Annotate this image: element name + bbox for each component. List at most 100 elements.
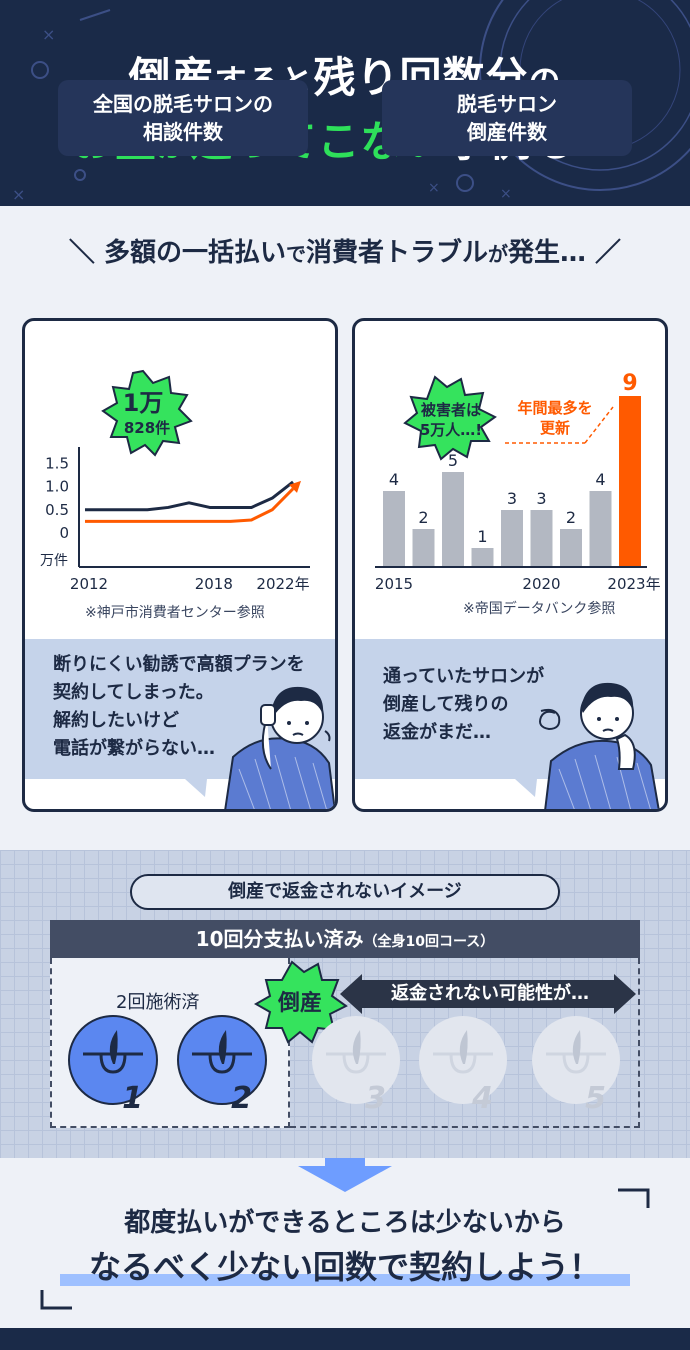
svg-text:×: × — [428, 180, 440, 196]
advice-highlight — [60, 1274, 630, 1286]
series-line-2 — [85, 487, 295, 523]
bar-2015 — [383, 491, 405, 567]
record-line1: 年間最多を — [517, 399, 592, 417]
session-number-2: 2 — [231, 1081, 252, 1116]
session-number-4: 4 — [471, 1081, 493, 1116]
bar-2023年 — [619, 396, 641, 567]
bar-value-label: 2 — [566, 508, 576, 527]
consultations-card-title: 全国の脱毛サロンの 相談件数 — [58, 80, 308, 156]
heading-b: で — [285, 242, 306, 266]
heading-c: 消費者トラブル — [305, 238, 488, 268]
no-refund-label: 返金されない可能性が… — [391, 983, 589, 1004]
y-tick-label: 0.5 — [45, 501, 69, 519]
hair-follicle-icon — [99, 1053, 127, 1074]
bar-2022 — [589, 491, 612, 567]
bar-value-label: 4 — [595, 470, 605, 489]
bar-value-label: 4 — [389, 470, 399, 489]
paid-sessions-bar: 10回分支払い済み（全身10回コース） — [50, 920, 640, 958]
victims-line2: 5万人…! — [420, 421, 482, 439]
consultations-card: 1万 828件 1.5 1.0 0.5 0 2012 2018 2022年 万件 ※神戸市… — [22, 318, 338, 812]
session-1: 1 — [68, 1015, 158, 1116]
hair-follicle-icon — [449, 1053, 477, 1074]
x-tick-label: 2012 — [70, 575, 108, 593]
bar-value-label: 3 — [536, 489, 546, 508]
bar-value-label: 9 — [622, 371, 637, 396]
svg-text:×: × — [500, 186, 512, 202]
confused-person-illustration — [355, 639, 665, 809]
arrowhead-icon — [289, 480, 301, 493]
bar-value-label: 2 — [418, 508, 428, 527]
x-tick-label: 2015 — [375, 575, 413, 593]
complaint-text: 断りにくい勧誘で高額プランを 契約してしまった。 解約したいけど 電話が繋がらな… — [53, 654, 305, 759]
refund-image-section: 倒産で返金されないイメージ 10回分支払い済み（全身10回コース） 2回施術済 … — [0, 850, 690, 1158]
session-3: 3 — [312, 1016, 400, 1116]
y-tick-label: 1.0 — [45, 478, 69, 496]
session-number-5: 5 — [585, 1081, 606, 1116]
bankrupt-burst-badge — [253, 960, 348, 1044]
y-tick-label: 1.5 — [45, 454, 69, 472]
svg-text:×: × — [12, 185, 25, 204]
confusion-swirl-icon — [539, 708, 561, 731]
bankrupt-label: 倒産 — [277, 990, 322, 1016]
source-note: ※帝国データバンク参照 — [463, 600, 615, 617]
source-note: ※神戸市消費者センター参照 — [85, 604, 265, 621]
paid-sessions-main: 10回分支払い済み — [195, 927, 364, 951]
session-4: 4 — [419, 1016, 507, 1116]
bar-2017 — [442, 472, 464, 567]
x-tick-label: 2018 — [195, 575, 233, 593]
session-number-1: 1 — [122, 1081, 143, 1116]
series-line-1 — [85, 480, 294, 512]
bar-2019 — [501, 510, 523, 567]
session-2: 2 — [177, 1015, 267, 1116]
corner-brackets — [40, 1188, 650, 1310]
pending-sessions-panel — [290, 958, 640, 1128]
victims-line1: 被害者は — [421, 401, 481, 419]
worried-person-illustration — [25, 639, 335, 809]
section2-pill-title: 倒産で返金されないイメージ — [130, 874, 560, 910]
victims-burst-badge — [403, 375, 497, 461]
bar-2020 — [530, 510, 553, 567]
bar-2018 — [471, 548, 494, 567]
hair-follicle-icon — [342, 1053, 370, 1074]
svg-text:×: × — [42, 25, 55, 44]
heading-a: ＼ 多額の一括払い — [68, 238, 286, 268]
card-title-line2: 倒産件数 — [467, 120, 547, 144]
x-tick-label: 2022年 — [256, 575, 309, 593]
bar-value-label: 1 — [477, 527, 487, 546]
bankruptcy-complaint-text: 通っていたサロンが 倒産して残りの 返金がまだ… — [383, 666, 545, 743]
bar-2016 — [412, 529, 435, 567]
bar-2021 — [560, 529, 582, 567]
hair-follicle-icon — [562, 1053, 590, 1074]
bar-value-label: 3 — [507, 489, 517, 508]
bankruptcies-card-title: 脱毛サロン 倒産件数 — [382, 80, 632, 156]
card-title-line1: 全国の脱毛サロンの — [93, 92, 273, 116]
burst-line2: 828件 — [124, 419, 170, 437]
session-number-3: 3 — [365, 1081, 386, 1116]
completed-label: 2回施術済 — [116, 992, 200, 1013]
no-refund-arrow — [340, 974, 636, 1014]
card-title-line1: 脱毛サロン — [457, 92, 557, 116]
burst-badge — [101, 369, 193, 457]
section1-heading: ＼ 多額の一括払いで消費者トラブルが発生… ／ — [0, 232, 690, 269]
down-arrow-icon — [298, 1158, 392, 1192]
advice-line1: 都度払いができるところは少ないから — [124, 1208, 566, 1238]
consultations-chart: 1万 828件 1.5 1.0 0.5 0 2012 2018 2022年 万件 ※神戸市… — [40, 369, 310, 621]
y-unit-label: 万件 — [40, 553, 68, 569]
heading-e: 発生… ／ — [508, 238, 622, 268]
paid-sessions-sub: （全身10回コース） — [363, 934, 495, 950]
heading-d: が — [488, 242, 508, 266]
footer-bar — [0, 1328, 690, 1350]
bar-value-label: 5 — [448, 451, 458, 470]
record-line2: 更新 — [540, 419, 570, 437]
card-title-line2: 相談件数 — [143, 120, 223, 144]
session-5: 5 — [532, 1016, 620, 1116]
x-tick-label: 2023年 — [607, 575, 660, 593]
burst-line1: 1万 — [123, 389, 164, 417]
sessions-diagram: 倒産 1 2 3 4 5 — [68, 960, 636, 1116]
y-tick-label: 0 — [59, 524, 69, 542]
advice-section: 都度払いができるところは少ないから なるべく少ない回数で契約しよう！ — [0, 1158, 690, 1328]
hair-follicle-icon — [208, 1053, 236, 1074]
x-tick-label: 2020 — [522, 575, 560, 593]
